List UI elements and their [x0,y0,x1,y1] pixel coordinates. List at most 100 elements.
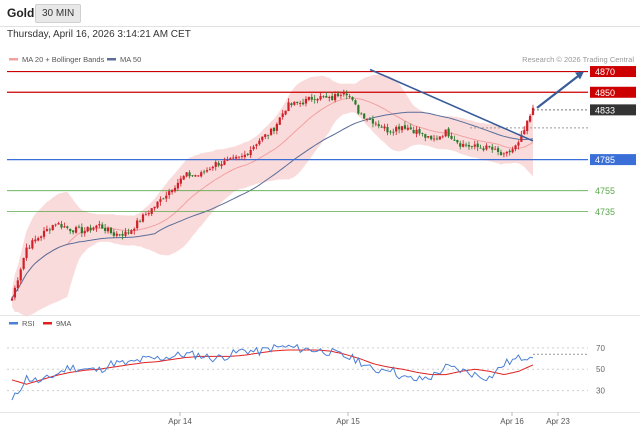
candle-body [520,134,523,142]
candle-body [104,227,107,231]
rsi-line [11,343,534,401]
candle-body [485,145,488,150]
candle-body [494,148,497,150]
candle-body [363,113,366,119]
candle-body [194,175,197,177]
candle-body [69,228,72,232]
candle-body [136,220,139,229]
candle-body [237,156,241,158]
x-tick-apr-16: Apr 16 [500,417,524,426]
candle-body [188,172,191,177]
candle-body [95,225,98,229]
candle-body [290,103,293,106]
candle-body [456,139,459,143]
candle-body [464,144,468,146]
candle-body [115,233,118,236]
candle-body [185,172,188,177]
candle-body [403,125,407,129]
candle-body [281,113,284,118]
candle-body [319,96,322,100]
timestamp: Thursday, April 16, 2026 3:14:21 AM CET [7,29,191,40]
candle-body [322,96,325,98]
candle-body [66,226,69,228]
candle-body [267,134,270,136]
candle-body [246,153,249,155]
candle-body [473,144,476,147]
candle-body [264,134,267,137]
level-tag-4850 [590,86,636,98]
candle-body [243,154,246,158]
rsi-ma-legend-label: 9MA [56,319,71,328]
candle-body [392,131,395,133]
candle-body [508,150,511,153]
candle-body [511,149,514,153]
candle-body [269,128,273,135]
candle-body [523,130,526,135]
candle-body [57,223,60,225]
top-bar: Gold 30 MIN [0,0,640,27]
candle-body [226,159,229,161]
candle-body [301,102,305,105]
candle-body [124,231,127,236]
candle-body [22,257,25,269]
candle-body [77,226,81,228]
candle-body [467,144,471,147]
candle-body [72,230,75,233]
candle-body [296,101,299,103]
candle-body [176,182,180,189]
candle-body [377,124,380,127]
candle-body [307,96,310,100]
candle-body [156,201,159,208]
level-label-4870: 4870 [595,67,615,77]
level-tag-4870 [590,66,636,78]
candle-body [191,175,194,177]
candle-body [406,127,409,130]
candle-body [435,138,439,140]
candle-body [371,118,375,124]
candle-body [147,213,150,215]
candle-body [106,227,110,232]
symbol-title: Gold [7,6,35,20]
candle-body [502,153,505,155]
candle-body [121,233,124,236]
candle-body [83,231,86,234]
rsi-legend-swatch [9,322,18,325]
rsi-ma-legend-swatch [43,322,52,325]
candle-body [141,214,145,222]
rsi-ma-line [11,349,534,385]
candle-body [316,98,319,101]
candle-body [133,228,136,231]
candle-body [159,199,162,202]
credit-text: Research © 2026 Trading Central [522,55,634,64]
candle-body [165,195,168,199]
candle-body [424,134,427,138]
candle-body [16,280,19,289]
candle-body [109,227,113,234]
candle-body [127,232,130,234]
candle-body [491,146,494,150]
candle-body [235,156,238,159]
candle-body [48,229,51,231]
candle-body [255,144,258,147]
candle-body [357,105,360,114]
candle-body [92,227,95,230]
candle-body [10,298,14,301]
bollinger-legend-swatch [9,58,18,61]
candle-body [453,139,456,141]
candle-body [499,152,503,155]
candle-body [333,94,337,101]
candle-body [232,157,235,159]
candle-body [223,160,226,165]
candle-body [19,269,22,281]
candle-body [482,148,485,151]
candle-body [339,94,342,96]
level-tag-4785 [590,154,636,166]
candle-body [488,146,491,148]
rsi-tick-30: 30 [596,387,605,396]
timeframe-button[interactable]: 30 MIN [35,4,82,23]
candle-body [197,175,200,177]
candle-body [450,135,453,139]
candle-body [310,96,313,100]
projection-arrow [536,73,581,109]
candle-body [444,129,447,137]
